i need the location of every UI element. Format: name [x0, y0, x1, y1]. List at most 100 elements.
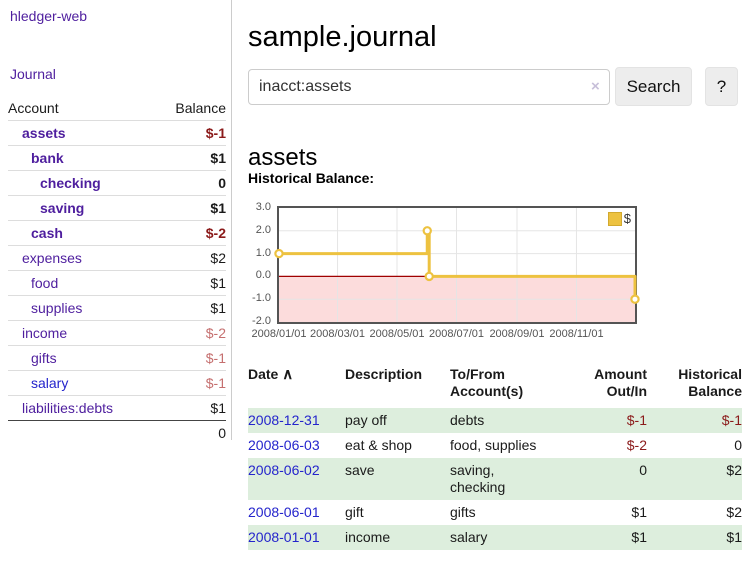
register-header-date[interactable]: Date ∧ — [248, 362, 345, 404]
transaction-description: gift — [345, 504, 364, 520]
x-axis-tick-label: 2008/05/01 — [368, 328, 426, 340]
y-axis-tick-label: 3.0 — [255, 201, 271, 213]
account-balance: $1 — [210, 275, 226, 291]
transaction-date[interactable]: 2008-06-01 — [248, 500, 345, 525]
transaction-date-link[interactable]: 2008-06-02 — [248, 462, 320, 478]
legend-label: $ — [623, 211, 631, 226]
account-balance: 0 — [218, 175, 226, 191]
account-row: liabilities:debts $1 — [8, 395, 226, 420]
transaction-date-link[interactable]: 2008-01-01 — [248, 529, 320, 545]
account-title: assets — [248, 143, 318, 171]
transaction-date[interactable]: 2008-01-01 — [248, 525, 345, 550]
transaction-balance: $2 — [726, 462, 742, 478]
account-balance: $2 — [210, 250, 226, 266]
transaction-amount: $1 — [631, 529, 647, 545]
sidebar-accounts-table: Account Balance assets $-1 bank $1 checking 0… — [8, 96, 226, 445]
transaction-balance: $2 — [726, 504, 742, 520]
transaction-date-link[interactable]: 2008-06-01 — [248, 504, 320, 520]
transaction-accounts: food, supplies — [450, 437, 537, 453]
historical-balance-chart: $ 3.0 2.0 1.0 0.0 -1.0 -2.0 2008/01/01 2008/03… — [243, 201, 663, 346]
sidebar-account-link[interactable]: gifts — [31, 350, 57, 366]
account-balance: $1 — [210, 300, 226, 316]
register-header-row: Date ∧ Description To/From Account(s) Am… — [248, 362, 742, 404]
transaction-date[interactable]: 2008-06-03 — [248, 433, 345, 458]
accounts-header-balance: Balance — [175, 100, 226, 116]
transaction-row: 2008-06-03 eat & shop food, supplies $-2 0 — [248, 433, 742, 458]
transaction-accounts: saving, checking — [450, 462, 506, 495]
sidebar-account-link[interactable]: cash — [31, 225, 63, 241]
register-header-accounts: To/From Account(s) — [450, 366, 524, 399]
accounts-total: 0 — [218, 425, 226, 441]
transaction-accounts: debts — [450, 412, 485, 428]
transaction-row: 2008-06-01 gift gifts $1 $2 — [248, 500, 742, 525]
page-title: sample.journal — [248, 21, 437, 54]
x-axis-tick-label: 2008/03/01 — [308, 328, 367, 340]
transaction-accounts: gifts — [450, 504, 476, 520]
sidebar-account-link[interactable]: income — [22, 325, 68, 341]
transaction-amount: 0 — [639, 462, 647, 478]
sidebar-item-journal[interactable]: Journal — [10, 66, 56, 82]
transaction-description: eat & shop — [345, 437, 412, 453]
transaction-description: income — [345, 529, 391, 545]
sidebar-account-link[interactable]: expenses — [22, 250, 82, 266]
x-axis-tick-label: 2008/11/01 — [548, 328, 605, 340]
account-row: bank $1 — [8, 145, 226, 170]
account-row: supplies $1 — [8, 295, 226, 320]
sidebar: hledger-web Journal Account Balance asse… — [0, 0, 232, 441]
help-button[interactable]: ? — [705, 67, 738, 106]
sort-ascending-icon: ∧ — [282, 366, 294, 383]
transaction-balance: $1 — [726, 529, 742, 545]
transaction-date[interactable]: 2008-06-02 — [248, 458, 345, 500]
sidebar-account-link[interactable]: food — [31, 275, 59, 291]
account-row: salary $-1 — [8, 370, 226, 395]
x-axis-tick-label: 2008/09/01 — [488, 328, 546, 340]
accounts-header-account: Account — [8, 100, 59, 116]
y-axis-tick-label: -2.0 — [252, 315, 271, 327]
y-axis-tick-label: 0.0 — [255, 269, 271, 282]
search-input[interactable] — [248, 69, 610, 105]
chart-canvas — [274, 208, 640, 322]
transaction-accounts: salary — [450, 529, 488, 545]
account-balance: $1 — [210, 400, 226, 416]
account-row: expenses $2 — [8, 245, 226, 270]
sidebar-accounts-body: assets $-1 bank $1 checking 0 saving $1 cash $-2 e… — [8, 120, 226, 420]
chart-title: Historical Balance: — [248, 170, 375, 186]
register-header-balance: Historical Balance — [678, 366, 742, 399]
transaction-balance: $-1 — [721, 412, 742, 428]
transaction-amount: $1 — [631, 504, 647, 520]
account-row: saving $1 — [8, 195, 226, 220]
clear-search-icon[interactable]: × — [591, 78, 600, 95]
account-row: food $1 — [8, 270, 226, 295]
account-row: gifts $-1 — [8, 345, 226, 370]
y-axis-tick-label: 2.0 — [255, 223, 271, 236]
account-balance: $-2 — [205, 225, 226, 241]
search-button[interactable]: Search — [615, 67, 692, 106]
transaction-date-link[interactable]: 2008-06-03 — [248, 437, 320, 453]
transaction-date[interactable]: 2008-12-31 — [248, 408, 345, 433]
sidebar-account-link[interactable]: supplies — [31, 300, 83, 316]
y-axis-tick-label: 1.0 — [255, 246, 271, 259]
register-body: 2008-12-31 pay off debts $-1 $-1 2008-06-03 ea… — [248, 408, 742, 550]
account-row: cash $-2 — [8, 220, 226, 245]
transaction-date-link[interactable]: 2008-12-31 — [248, 412, 320, 428]
sidebar-account-link[interactable]: saving — [40, 200, 85, 216]
accounts-table-header: Account Balance — [8, 96, 226, 120]
account-balance: $1 — [210, 150, 226, 166]
accounts-total-row: 0 — [8, 420, 226, 445]
sidebar-account-link[interactable]: salary — [31, 375, 69, 391]
transaction-description: pay off — [345, 412, 387, 428]
transaction-row: 2008-01-01 income salary $1 $1 — [248, 525, 742, 550]
sidebar-account-link[interactable]: liabilities:debts — [22, 400, 114, 416]
account-row: checking 0 — [8, 170, 226, 195]
transaction-amount: $-2 — [626, 437, 647, 453]
sidebar-account-link[interactable]: bank — [31, 150, 64, 166]
transaction-balance: 0 — [734, 437, 742, 453]
chart-plot-area[interactable]: $ — [274, 206, 640, 324]
chart-legend: $ — [607, 211, 631, 226]
account-balance: $1 — [210, 200, 226, 216]
sidebar-account-link[interactable]: assets — [22, 125, 66, 141]
transaction-row: 2008-12-31 pay off debts $-1 $-1 — [248, 408, 742, 433]
account-balance: $-1 — [205, 350, 226, 366]
app-title-link[interactable]: hledger-web — [10, 8, 88, 24]
sidebar-account-link[interactable]: checking — [40, 175, 101, 191]
